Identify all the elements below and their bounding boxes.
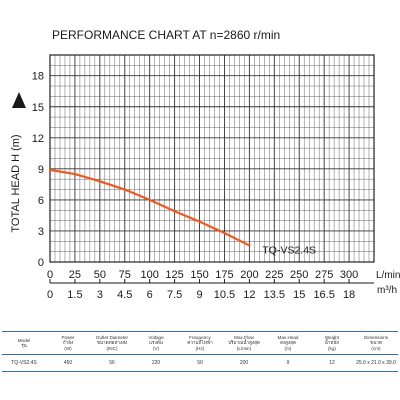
spec-header-text: ความถี่ไฟฟ้า (187, 340, 213, 346)
x-tick-label-m3h: 18 (343, 289, 355, 301)
spec-header-row: Model รุ่น Power กำลัง (W) Outlet Diameter ขนา… (2, 333, 398, 355)
series-point (248, 244, 251, 247)
y-tick-label: 0 (38, 257, 44, 269)
spec-header-text: น้ำหนัก (324, 340, 340, 346)
spec-header-text: ขนาดท่อทางส่ง (96, 340, 128, 346)
spec-header-text: รุ่น (21, 343, 27, 349)
x-tick-label-lmin: 275 (315, 269, 333, 281)
x-tick-label-m3h: 13.5 (264, 289, 285, 301)
spec-cell: 50 (197, 360, 203, 367)
spec-header-cell: Max.Flow ปริมาณน้ำสูงสุด (L/min) (222, 333, 266, 355)
y-tick-label: 15 (32, 102, 44, 114)
spec-header-text: Model (17, 337, 31, 343)
spec-cell: 12 (329, 360, 335, 367)
spec-header-text: ส่งสูงสุด (280, 340, 296, 346)
spec-header-text: Dimensions (364, 335, 388, 340)
series-point (198, 220, 201, 223)
x-tick-label-m3h: 7.5 (167, 289, 182, 301)
spec-cell: TQ-VS2.4S (11, 360, 37, 367)
spec-header-cell: Voltage แรงดัน (V) (134, 333, 178, 355)
y-tick-label: 9 (38, 164, 44, 176)
spec-header-text: Max.Flow (234, 335, 254, 340)
chart-title: PERFORMANCE CHART AT n=2860 r/min (52, 28, 280, 42)
x-tick-label-lmin: 150 (190, 269, 208, 281)
performance-chart: PERFORMANCE CHART AT n=2860 r/min 0 3 6 9 12… (10, 28, 400, 301)
series-point (148, 199, 151, 201)
spec-header-cell: Max.Head ส่งสูงสุด (m) (266, 333, 310, 355)
y-tick-label: 6 (38, 195, 44, 207)
x-tick-label-m3h: 9 (196, 289, 202, 301)
y-tick-label: 3 (38, 226, 44, 238)
spec-header-text: (L/min) (236, 345, 252, 351)
x-tick-label-m3h: 3 (97, 289, 103, 301)
spec-cell: 25.0 x 21.0 x 39.0 (356, 360, 396, 367)
x-tick-label-m3h: 0 (47, 289, 53, 301)
spec-header-text: (V) (152, 345, 160, 351)
x-tick-label-m3h: 15 (293, 289, 305, 301)
spec-cell: 9 (286, 360, 290, 367)
spec-header-text: Voltage (148, 335, 164, 340)
x-tick-label-lmin: 125 (165, 269, 183, 281)
series-point (98, 180, 101, 183)
y-axis-label: TOTAL HEAD H (m) (10, 134, 22, 232)
x-tick-label-lmin: 200 (240, 269, 258, 281)
series-point (49, 168, 51, 171)
spec-header-text: ขนาด (370, 340, 382, 346)
spec-header-text: (cm) (371, 345, 381, 351)
spec-header-cell: Weight น้ำหนัก (kg) (310, 333, 354, 355)
x-unit-lmin: L/min (376, 270, 400, 281)
spec-cell: 200 (239, 360, 249, 367)
series-label: TQ-VS2.4S (262, 244, 316, 256)
x-tick-label-m3h: 10.5 (214, 289, 235, 301)
spec-header-text: Frequency (189, 335, 211, 340)
spec-header-text: ปริมาณน้ำสูงสุด (228, 340, 260, 346)
spec-header-text: แรงดัน (149, 340, 163, 346)
x-tick-label-lmin: 0 (47, 269, 53, 281)
spec-cell: 220 (151, 360, 161, 367)
y-axis-arrow-icon (12, 92, 26, 108)
x-tick-label-m3h: 16.5 (313, 289, 334, 301)
x-tick-label-m3h: 6 (147, 289, 153, 301)
spec-header-cell: Frequency ความถี่ไฟฟ้า (Hz) (178, 333, 222, 355)
series-point (173, 210, 176, 213)
spec-header-cell: Power กำลัง (W) (46, 333, 90, 355)
x-tick-label-lmin: 300 (340, 269, 358, 281)
spec-cell: 450 (63, 360, 73, 367)
spec-header-text: Max.Head (277, 335, 299, 340)
spec-header-cell: Model รุ่น (2, 333, 46, 355)
series-point (74, 173, 76, 175)
spec-header-cell: Dimensions ขนาด (cm) (354, 333, 398, 355)
spec-header-text: Outlet Diameter (95, 335, 129, 340)
y-tick-label: 12 (32, 133, 44, 145)
series-point (123, 188, 126, 191)
x-tick-label-lmin: 75 (119, 269, 131, 281)
x-tick-label-m3h: 1.5 (67, 289, 82, 301)
spec-header-text: (m) (284, 345, 292, 351)
x-tick-label-lmin: 250 (290, 269, 308, 281)
table-top-rule (2, 331, 398, 333)
x-unit-m3h: m³/h (377, 285, 397, 296)
x-tick-label-lmin: 50 (94, 269, 106, 281)
x-tick-label-m3h: 12 (243, 289, 255, 301)
series-point (223, 232, 226, 234)
y-tick-label: 18 (32, 71, 44, 83)
spec-header-text: (Hz) (195, 345, 205, 351)
x-tick-label-lmin: 100 (141, 269, 159, 281)
spec-cell: 56 (109, 360, 115, 367)
x-tick-label-lmin: 25 (69, 269, 81, 281)
spec-header-text: (INC) (106, 345, 118, 351)
table-row: TQ-VS2.4S 450 56 220 50 200 9 12 25.0 x 21.0 x 3… (2, 355, 398, 372)
spec-header-text: Power (61, 335, 75, 340)
x-tick-label-m3h: 4.5 (117, 289, 132, 301)
x-tick-label-lmin: 175 (215, 269, 233, 281)
spec-table: Model รุ่น Power กำลัง (W) Outlet Diameter ขนา… (2, 333, 398, 372)
x-tick-label-lmin: 225 (265, 269, 283, 281)
spec-header-text: Weight (324, 335, 340, 340)
spec-header-text: (W) (64, 345, 72, 351)
spec-header-text: กำลัง (62, 340, 74, 346)
spec-header-text: (kg) (328, 345, 336, 351)
plot-frame (49, 54, 375, 263)
spec-header-cell: Outlet Diameter ขนาดท่อทางส่ง (INC) (90, 333, 134, 355)
